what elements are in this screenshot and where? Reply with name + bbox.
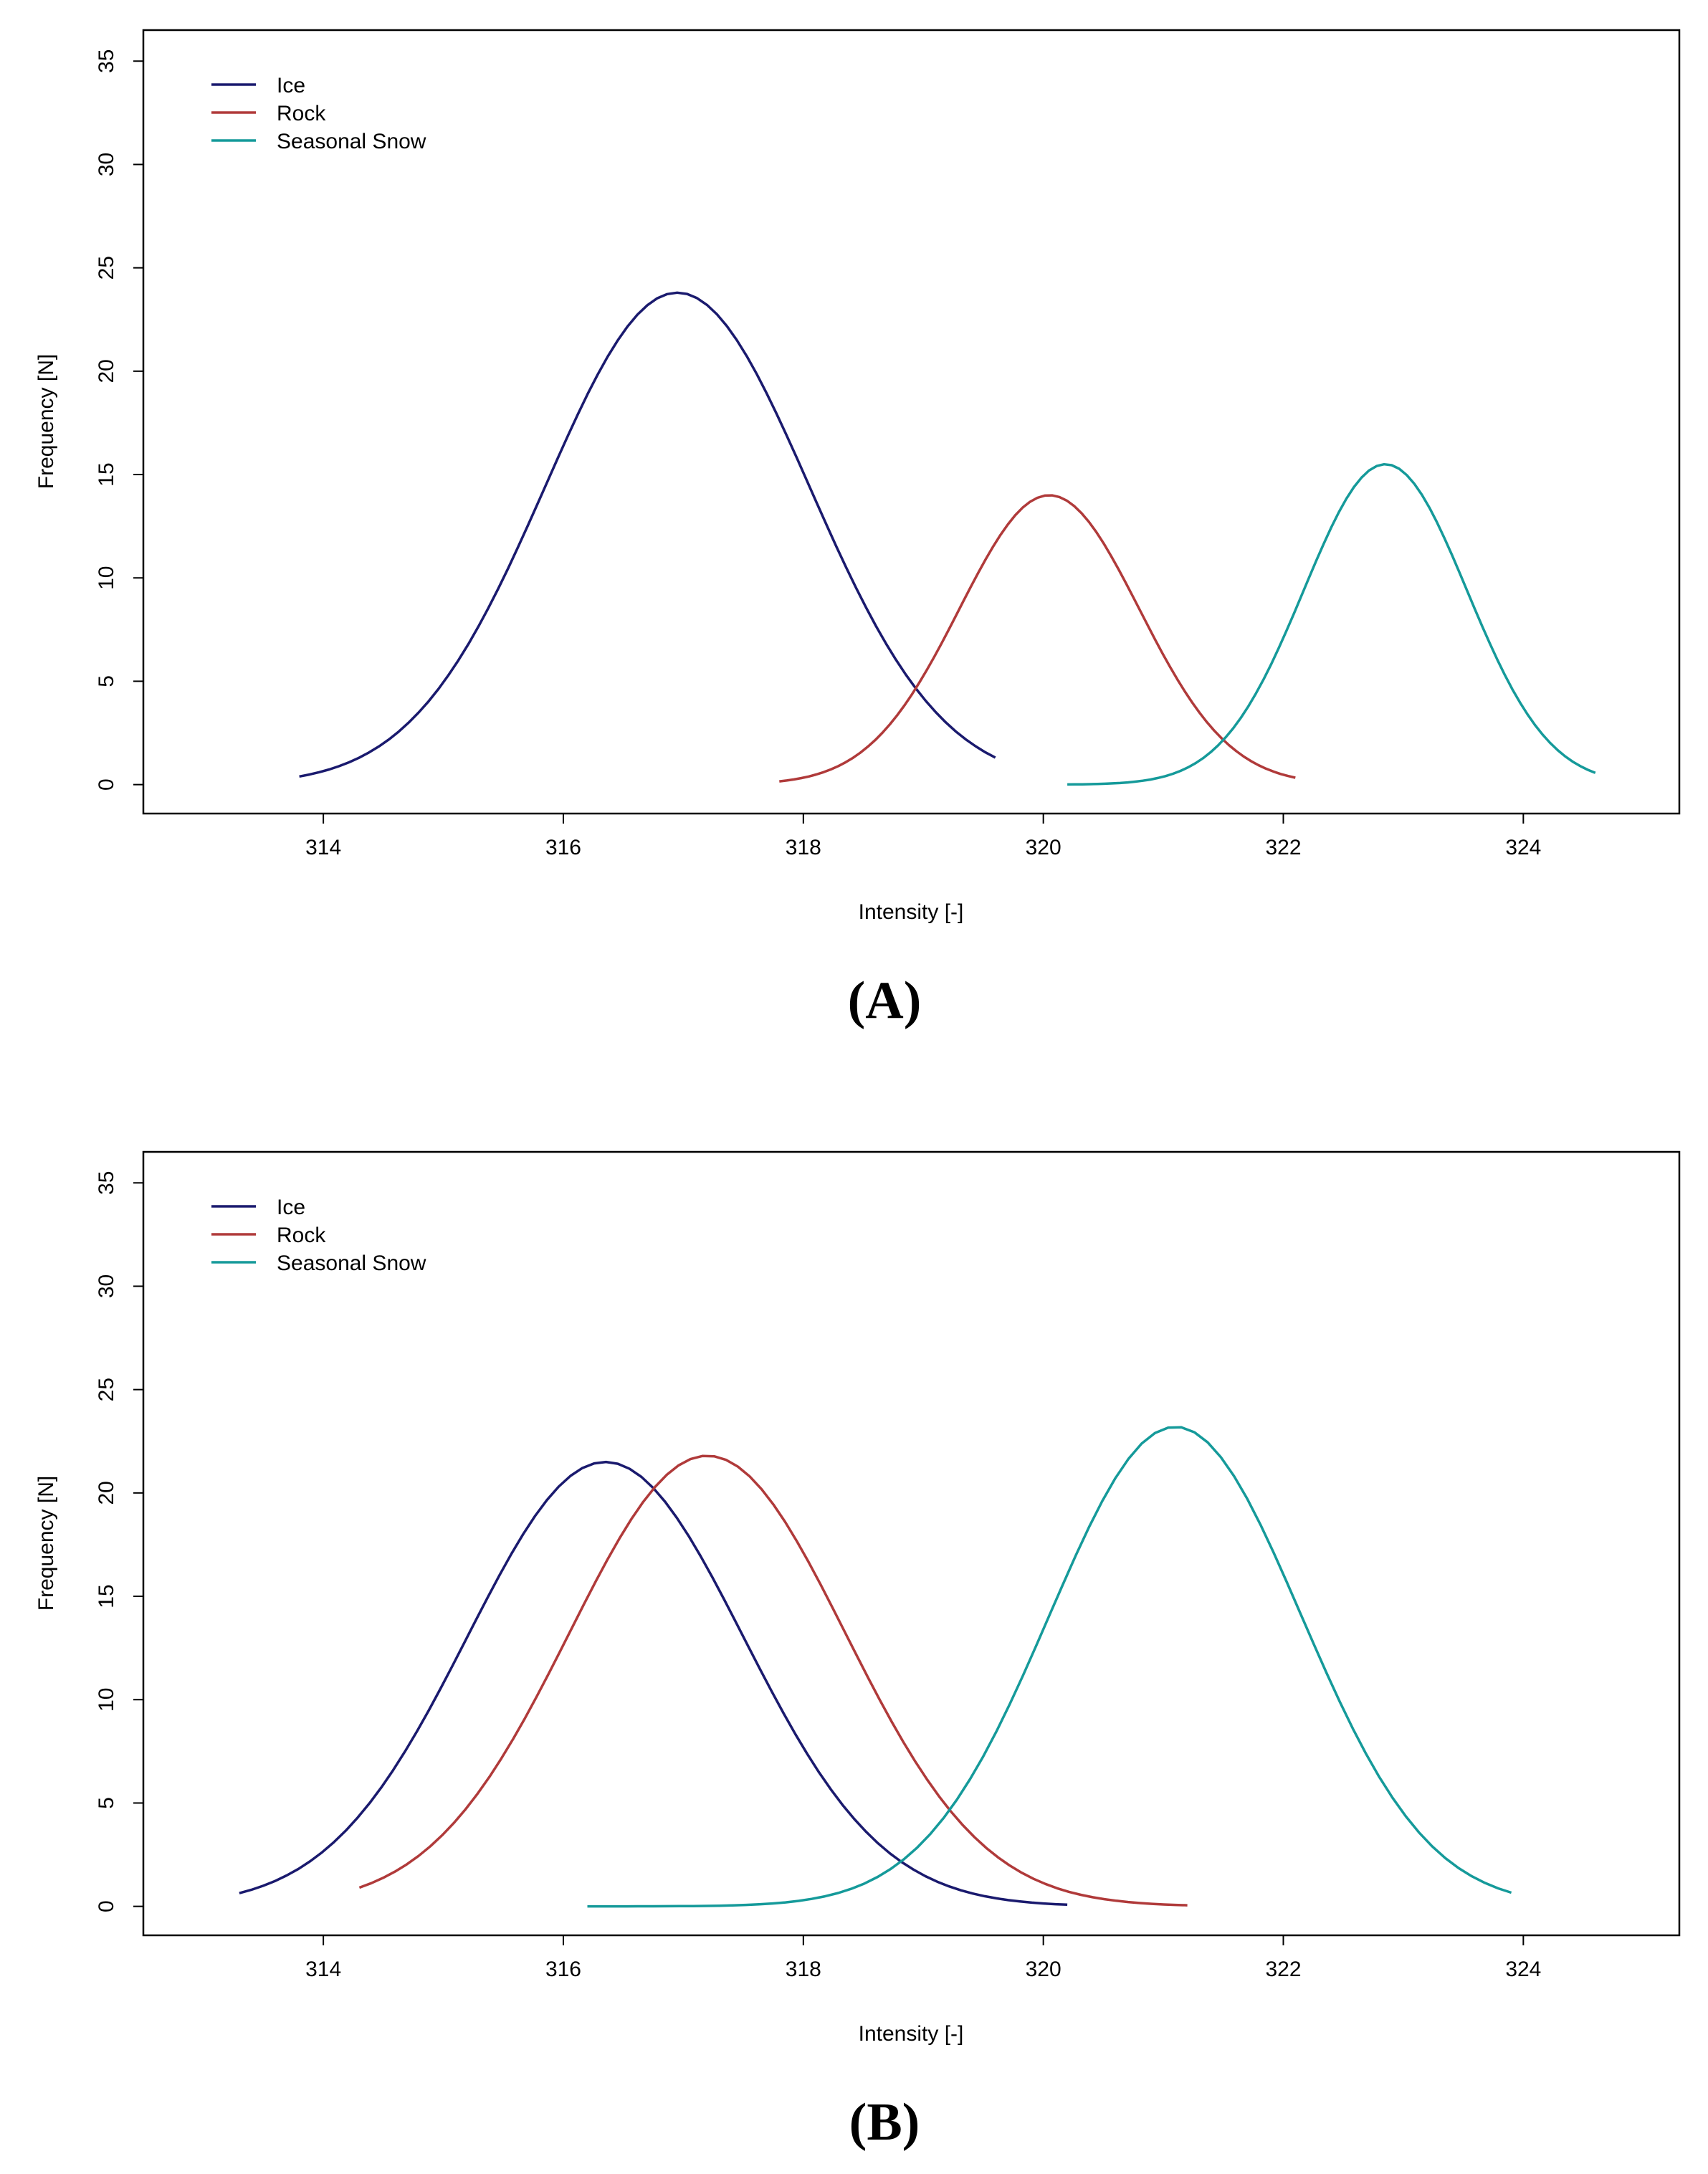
y-tick-label: 20 xyxy=(95,359,118,383)
x-tick-label: 320 xyxy=(1026,1958,1061,1981)
y-tick-label: 15 xyxy=(95,1584,118,1608)
x-axis-title: Intensity [-] xyxy=(859,900,964,924)
legend: Ice Rock Seasonal Snow xyxy=(211,74,426,153)
series-line-seasonal-snow xyxy=(587,1426,1512,1908)
series-line-ice xyxy=(239,1460,1068,1907)
y-tick-label: 35 xyxy=(95,1171,118,1195)
x-tick-label: 316 xyxy=(545,836,581,859)
y-axis-title: Frequency [N] xyxy=(34,354,58,489)
series-line-rock xyxy=(358,1454,1188,1907)
series-line-rock xyxy=(779,494,1296,783)
x-axis: 314 316 318 320 322 324 xyxy=(305,1935,1541,1981)
panel-label-b: (B) xyxy=(849,2093,920,2152)
y-tick-label: 0 xyxy=(95,1900,118,1912)
x-tick-label: 314 xyxy=(305,1958,341,1981)
legend-label: Seasonal Snow xyxy=(277,1252,426,1275)
x-tick-label: 318 xyxy=(786,836,821,859)
series-group xyxy=(239,1426,1512,1908)
legend-label: Rock xyxy=(277,1224,326,1247)
y-tick-label: 5 xyxy=(95,1797,118,1809)
y-tick-label: 25 xyxy=(95,256,118,280)
x-tick-label: 324 xyxy=(1505,1958,1541,1981)
series-line-ice xyxy=(299,291,996,778)
y-tick-label: 10 xyxy=(95,566,118,590)
chart-panel-b: 0 5 10 15 20 25 30 35 314 316 318 320 322 324 Ice Roc… xyxy=(34,1150,1681,2152)
x-tick-label: 318 xyxy=(786,1958,821,1981)
series-group xyxy=(299,291,1596,786)
y-axis: 0 5 10 15 20 25 30 35 xyxy=(95,1171,144,1912)
y-tick-label: 35 xyxy=(95,49,118,73)
x-tick-label: 322 xyxy=(1265,1958,1301,1981)
y-tick-label: 20 xyxy=(95,1481,118,1505)
y-tick-label: 10 xyxy=(95,1688,118,1712)
panel-label-a: (A) xyxy=(848,971,922,1030)
x-axis: 314 316 318 320 322 324 xyxy=(305,813,1541,859)
y-tick-label: 0 xyxy=(95,778,118,791)
legend-label: Seasonal Snow xyxy=(277,130,426,153)
x-tick-label: 316 xyxy=(545,1958,581,1981)
y-tick-label: 5 xyxy=(95,675,118,687)
legend-label: Ice xyxy=(277,1196,305,1219)
chart-panel-a: 0 5 10 15 20 25 30 35 314 316 318 320 322 324 Ice Roc… xyxy=(34,29,1681,1030)
x-tick-label: 314 xyxy=(305,836,341,859)
y-tick-label: 30 xyxy=(95,153,118,176)
y-axis-title: Frequency [N] xyxy=(34,1476,58,1611)
x-tick-label: 320 xyxy=(1026,836,1061,859)
legend: Ice Rock Seasonal Snow xyxy=(211,1196,426,1275)
y-tick-label: 25 xyxy=(95,1378,118,1401)
x-tick-label: 324 xyxy=(1505,836,1541,859)
legend-label: Rock xyxy=(277,102,326,125)
y-tick-label: 15 xyxy=(95,462,118,486)
y-tick-label: 30 xyxy=(95,1274,118,1298)
x-tick-label: 322 xyxy=(1265,836,1301,859)
x-axis-title: Intensity [-] xyxy=(859,2022,964,2046)
series-line-seasonal-snow xyxy=(1067,462,1596,786)
legend-label: Ice xyxy=(277,74,305,97)
y-axis: 0 5 10 15 20 25 30 35 xyxy=(95,49,144,791)
